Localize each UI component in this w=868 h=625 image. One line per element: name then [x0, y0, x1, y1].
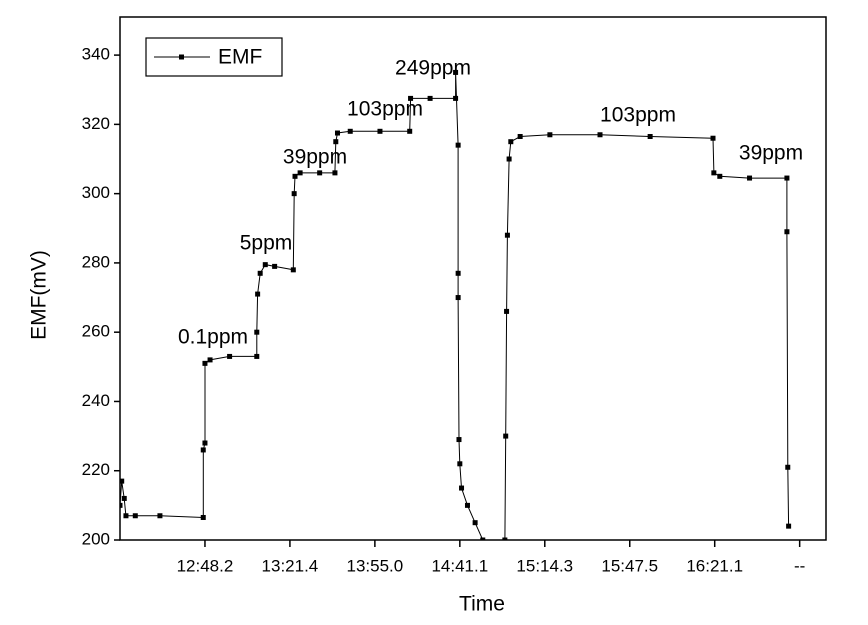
data-point	[207, 357, 213, 363]
data-point	[459, 485, 465, 491]
data-point	[297, 170, 303, 176]
x-tick-label: 13:21.4	[262, 556, 319, 575]
y-tick-label: 300	[82, 183, 110, 202]
legend: EMF	[145, 37, 283, 77]
data-point	[508, 139, 514, 145]
data-point	[453, 95, 459, 101]
data-point	[504, 308, 510, 314]
data-point	[456, 437, 462, 443]
data-point	[272, 263, 278, 269]
x-tick-label: --	[794, 556, 805, 575]
data-point	[504, 232, 510, 238]
annotation: 0.1ppm	[178, 326, 248, 349]
data-point	[333, 139, 339, 145]
annotation: 103ppm	[347, 98, 423, 121]
data-point	[717, 173, 723, 179]
data-point	[786, 523, 792, 529]
data-point	[347, 128, 353, 134]
data-point	[472, 520, 478, 526]
data-point	[132, 513, 138, 519]
data-point	[506, 156, 512, 162]
data-point	[784, 175, 790, 181]
data-point	[334, 130, 340, 136]
y-tick-label: 220	[82, 460, 110, 479]
y-tick-label: 240	[82, 391, 110, 410]
data-point	[457, 461, 463, 467]
data-line	[120, 72, 790, 540]
data-point	[480, 537, 486, 540]
data-point	[200, 514, 206, 520]
x-tick-label: 16:21.1	[686, 556, 743, 575]
data-point	[290, 267, 296, 273]
data-point	[710, 135, 716, 141]
data-point	[332, 170, 338, 176]
annotation: 249ppm	[395, 57, 471, 80]
annotation: 39ppm	[283, 146, 347, 169]
x-tick-label: 15:14.3	[516, 556, 573, 575]
data-point	[503, 433, 509, 439]
data-point	[202, 360, 208, 366]
data-point	[785, 464, 791, 470]
plot-frame	[119, 16, 827, 541]
data-point	[464, 502, 470, 508]
data-point	[453, 69, 459, 75]
annotation: 103ppm	[600, 104, 676, 127]
y-tick-label: 320	[82, 114, 110, 133]
data-point	[292, 173, 298, 179]
annotation: 5ppm	[240, 232, 293, 255]
x-tick-label: 14:41.1	[431, 556, 488, 575]
data-point	[227, 353, 233, 359]
data-point	[408, 95, 414, 101]
data-point	[120, 502, 123, 508]
data-point	[262, 262, 268, 268]
data-point	[455, 295, 461, 301]
data-point	[747, 175, 753, 181]
data-point	[711, 170, 717, 176]
data-point	[254, 353, 260, 359]
x-axis-label: Time	[459, 593, 505, 616]
data-point	[407, 128, 413, 134]
data-point	[455, 270, 461, 276]
data-point	[427, 95, 433, 101]
data-point	[291, 191, 297, 197]
data-point	[123, 513, 129, 519]
x-tick-label: 13:55.0	[347, 556, 404, 575]
data-point	[254, 329, 260, 335]
y-tick-label: 280	[82, 252, 110, 271]
data-point	[377, 128, 383, 134]
data-point	[647, 133, 653, 139]
y-tick-label: 340	[82, 45, 110, 64]
y-axis-label: EMF(mV)	[28, 250, 51, 340]
data-point	[502, 537, 508, 540]
data-point	[257, 270, 263, 276]
y-tick-label: 260	[82, 322, 110, 341]
data-point	[200, 447, 206, 453]
data-point	[784, 229, 790, 235]
y-tick-label: 200	[82, 529, 110, 548]
data-point	[317, 170, 323, 176]
series	[120, 69, 792, 540]
x-tick-label: 15:47.5	[601, 556, 658, 575]
data-point	[120, 478, 125, 484]
annotation: 39ppm	[739, 142, 803, 165]
data-point	[202, 440, 208, 446]
data-point	[597, 132, 603, 138]
legend-marker	[179, 54, 184, 60]
data-point	[255, 291, 261, 297]
data-point	[517, 133, 523, 139]
data-point	[157, 513, 163, 519]
data-point	[547, 132, 553, 138]
x-tick-label: 12:48.2	[177, 556, 234, 575]
legend-label: EMF	[218, 46, 262, 69]
data-point	[455, 142, 461, 148]
data-point	[121, 495, 127, 501]
